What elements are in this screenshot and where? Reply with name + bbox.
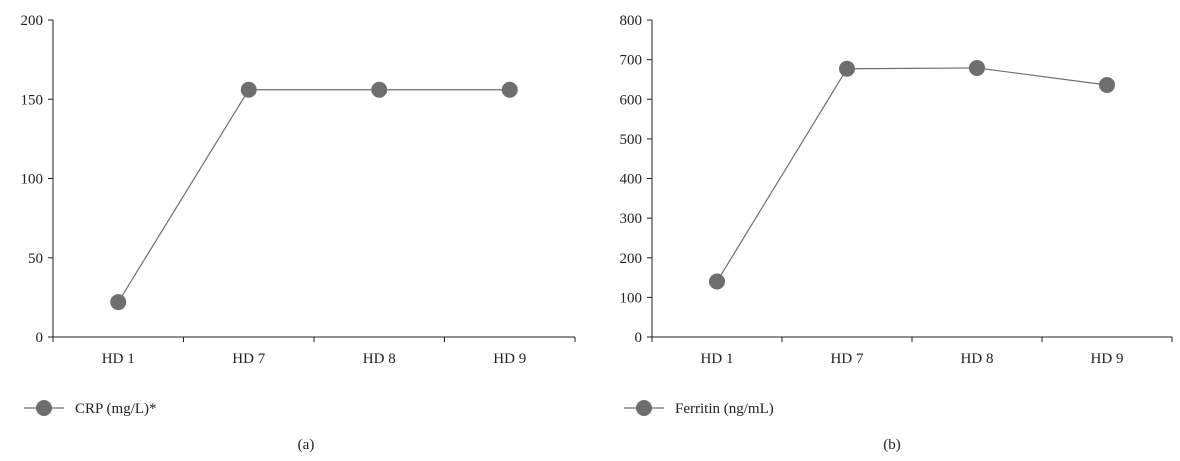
y-tick-label: 800 (620, 13, 643, 29)
y-tick-label: 100 (620, 290, 643, 306)
y-tick-label: 150 (21, 92, 44, 108)
data-point (969, 59, 985, 76)
y-tick-label: 0 (36, 330, 44, 346)
x-tick-label: HD 8 (961, 351, 994, 367)
x-tick-label: HD 9 (493, 351, 526, 367)
x-tick-label: HD 1 (102, 351, 135, 367)
y-tick-label: 600 (620, 92, 643, 108)
x-tick-label: HD 7 (831, 351, 864, 367)
legend-label: Ferritin (ng/mL) (675, 401, 774, 417)
y-tick-label: 100 (21, 172, 44, 188)
panel-label: (b) (883, 437, 901, 453)
y-tick-label: 200 (21, 13, 44, 29)
data-point (709, 273, 725, 290)
data-point (240, 81, 257, 98)
chart-panel-a: 0 50 100 150 200 HD 1 HD 7 HD 8 HD 9 CRP (mg/L)* (… (21, 13, 576, 453)
y-tick-label: 50 (28, 251, 43, 267)
x-tick-label: HD 9 (1091, 351, 1124, 367)
y-tick-label: 0 (635, 330, 643, 346)
series-line (716, 67, 1108, 282)
data-point (839, 60, 855, 77)
x-tick-label: HD 8 (363, 351, 396, 367)
data-point (110, 294, 127, 311)
y-tick-label: 500 (620, 132, 643, 148)
panel-label: (a) (298, 437, 315, 453)
legend-marker (636, 400, 652, 416)
data-point (1099, 76, 1115, 93)
chart-panel-b: 0 100 200 300 400 500 600 700 800 HD 1 HD 7 HD 8 HD … (620, 13, 1173, 453)
y-tick-label: 200 (620, 251, 643, 267)
y-tick-label: 700 (620, 53, 643, 69)
legend-marker (36, 400, 52, 416)
data-point (501, 81, 518, 98)
x-tick-label: HD 7 (232, 351, 265, 367)
y-tick-label: 400 (620, 172, 643, 188)
data-point (371, 81, 388, 98)
y-tick-label: 300 (620, 211, 643, 227)
legend-label: CRP (mg/L)* (75, 401, 157, 417)
x-tick-label: HD 1 (701, 351, 734, 367)
series-line (117, 89, 510, 303)
